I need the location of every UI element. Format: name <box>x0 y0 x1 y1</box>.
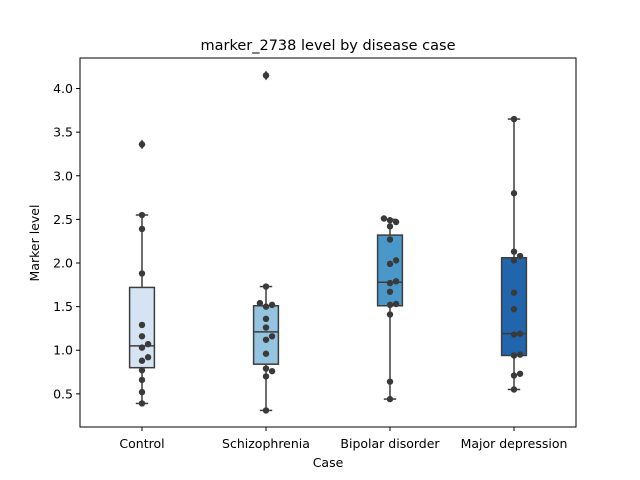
data-point <box>262 336 270 343</box>
x-tick-label: Schizophrenia <box>222 436 310 451</box>
data-point <box>392 218 400 226</box>
data-point <box>510 115 518 123</box>
data-point <box>262 324 270 331</box>
y-tick-label: 4.0 <box>53 81 73 96</box>
data-point <box>262 350 270 357</box>
data-point <box>144 340 152 348</box>
data-point <box>510 248 518 255</box>
data-point <box>380 215 388 222</box>
data-point <box>138 357 146 364</box>
data-point <box>392 300 400 308</box>
data-point <box>510 352 518 359</box>
data-point <box>516 370 524 377</box>
data-point <box>392 278 400 285</box>
data-point <box>386 260 394 268</box>
data-point <box>386 395 394 403</box>
data-point <box>510 386 518 393</box>
data-point <box>262 303 270 310</box>
data-point <box>262 373 270 380</box>
data-point <box>262 315 270 323</box>
data-point <box>262 407 270 414</box>
data-point <box>510 306 518 313</box>
data-point <box>138 225 146 233</box>
data-point <box>138 344 146 351</box>
chart-title: marker_2738 level by disease case <box>201 38 456 54</box>
data-point <box>268 367 276 375</box>
x-tick-label: Major depression <box>461 436 568 451</box>
y-tick-label: 1.0 <box>53 343 73 358</box>
data-point <box>510 190 518 197</box>
data-point <box>386 311 394 318</box>
y-axis-label: Marker level <box>27 205 42 282</box>
y-tick-label: 0.5 <box>53 386 73 401</box>
x-tick-label: Control <box>119 436 164 451</box>
data-point <box>138 141 146 148</box>
y-tick-label: 2.5 <box>53 212 73 227</box>
data-point <box>510 257 518 264</box>
data-point <box>268 333 276 340</box>
data-point <box>386 279 394 287</box>
y-tick-label: 2.0 <box>53 256 73 271</box>
data-point <box>138 321 146 329</box>
data-point <box>386 288 394 295</box>
data-point <box>138 400 146 407</box>
data-point <box>268 301 276 309</box>
data-point <box>386 301 394 309</box>
box <box>376 234 404 307</box>
data-point <box>510 331 518 338</box>
data-point <box>516 330 524 337</box>
y-tick-label: 3.5 <box>53 125 73 140</box>
data-point <box>386 236 394 243</box>
plot-area: 0.5 1.0 1.5 2.0 2.5 3.0 3.5 4.0 Control Schizophr… <box>53 57 577 451</box>
data-point <box>386 378 394 385</box>
data-point <box>138 367 146 374</box>
data-point <box>262 72 270 79</box>
data-point <box>138 211 146 219</box>
data-point <box>516 351 524 358</box>
data-point <box>386 217 394 224</box>
data-point <box>516 252 524 260</box>
data-point <box>262 283 270 290</box>
y-tick-label: 1.5 <box>53 299 73 314</box>
data-point <box>262 365 270 372</box>
x-axis-label: Case <box>313 455 344 470</box>
data-point <box>510 289 518 296</box>
plot-frame <box>79 57 577 428</box>
x-tick-label: Bipolar disorder <box>340 436 440 451</box>
data-point <box>386 223 394 230</box>
data-point <box>144 354 152 361</box>
data-point <box>256 299 264 307</box>
data-point <box>138 270 146 277</box>
data-point <box>510 372 518 379</box>
y-tick-label: 3.0 <box>53 168 73 183</box>
data-point <box>392 257 400 264</box>
data-point <box>138 333 146 340</box>
data-point <box>138 376 146 384</box>
data-point <box>138 388 146 396</box>
